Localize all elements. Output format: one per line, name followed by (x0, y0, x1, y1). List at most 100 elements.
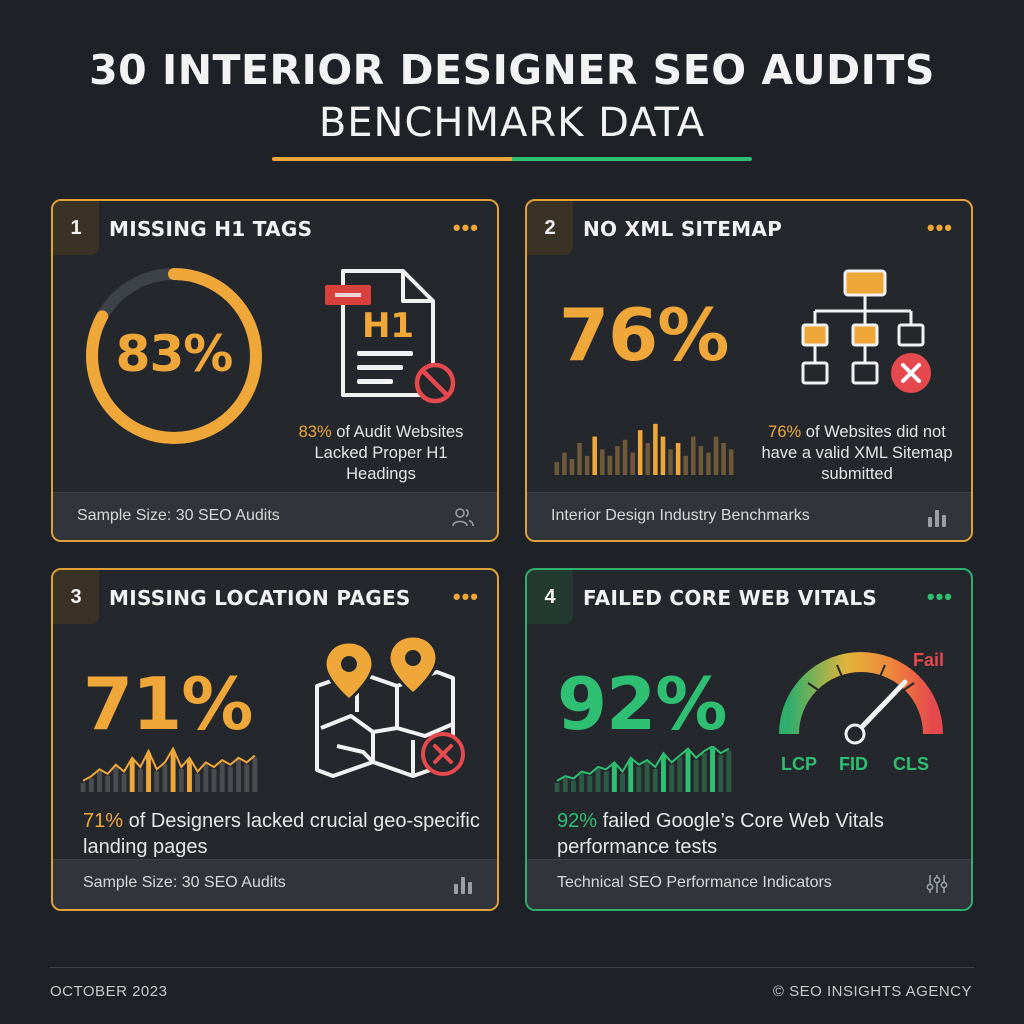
sparkline-bar (615, 446, 620, 475)
sparkline-bar (698, 446, 704, 475)
sparkline-bar (162, 764, 168, 792)
stat-value: 83% (115, 325, 234, 383)
sparkline-bar (644, 762, 650, 792)
sparkline-bar (562, 778, 568, 792)
sparkline-bar (683, 455, 688, 475)
card-number: 4 (527, 570, 573, 624)
page-subtitle: BENCHMARK DATA (318, 100, 706, 146)
sparkline-bar (721, 443, 726, 475)
sparkline-bar (154, 771, 160, 792)
sparkline-bar (219, 762, 225, 792)
card-number: 3 (53, 570, 99, 624)
sparkline-bar (628, 759, 634, 792)
sparkline-bar (620, 773, 625, 792)
sparkline-bar (592, 436, 597, 475)
sparkline-bar (726, 750, 732, 792)
sparkline-bar (554, 462, 560, 475)
bar-chart-icon (454, 877, 472, 894)
footer-text: Sample Size: 30 SEO Audits (83, 874, 286, 891)
sparkline-bar (669, 764, 675, 792)
sparkline-bar (710, 748, 715, 792)
sparkline-bar (105, 775, 111, 792)
sparkline-bar (97, 771, 102, 792)
sparkline-bar (137, 769, 143, 792)
stat-caption: 83% of Audit Websites Lacked Proper H1 H… (298, 423, 464, 483)
sparkline-bar (187, 759, 192, 792)
sparkline-bar (569, 459, 575, 475)
ellipsis-icon[interactable]: ••• (926, 215, 953, 240)
sparkline-bar (728, 449, 734, 475)
sparkline-bar (579, 773, 585, 792)
ellipsis-icon[interactable]: ••• (926, 584, 953, 609)
stat-value: 71% (83, 662, 253, 746)
map-pins-error-icon (315, 636, 465, 778)
sparkline-bar (701, 752, 707, 792)
sparkline-bar (252, 757, 258, 792)
stat-value: 92% (557, 662, 727, 746)
card-header: 2 NO XML SITEMAP ••• (527, 201, 971, 255)
card-title: NO XML SITEMAP (583, 217, 783, 241)
sparkline-line (556, 746, 730, 782)
sparkline-bar (244, 764, 250, 792)
sparkline-bars (554, 423, 734, 475)
ellipsis-icon[interactable]: ••• (452, 584, 479, 609)
sparkline-bar (227, 766, 233, 792)
sparkline-bar (603, 771, 609, 792)
stat-caption: 92% failed Google’s Core Web Vitals perf… (557, 810, 884, 858)
users-icon (452, 508, 474, 527)
card-missing-location-pages: 3 MISSING LOCATION PAGES ••• 71% 71% of … (51, 568, 499, 911)
bar-chart-icon (928, 510, 946, 527)
sparkline-bar (88, 778, 94, 792)
stat-caption: 71% of Designers lacked crucial geo-spec… (83, 810, 480, 858)
card-number: 2 (527, 201, 573, 255)
page-title: 30 INTERIOR DESIGNER SEO AUDITS (89, 46, 935, 94)
sparkline-bar (170, 750, 176, 792)
ellipsis-icon[interactable]: ••• (452, 215, 479, 240)
card-title: MISSING H1 TAGS (109, 217, 313, 241)
speed-gauge-icon (779, 652, 943, 745)
card-missing-h1: 1 MISSING H1 TAGS ••• 83% H1 83% of Audi… (51, 199, 499, 542)
sparkline-bar (113, 766, 119, 792)
card-footer: Technical SEO Performance Indicators (527, 859, 971, 909)
sparkline-bar (211, 769, 217, 792)
metric-lcp: LCP (781, 754, 817, 774)
footer-text: Interior Design Industry Benchmarks (551, 507, 810, 524)
sparkline-bar (587, 775, 593, 792)
sparkline-bar (636, 766, 642, 792)
sparkline-bar (178, 769, 184, 792)
card-header: 1 MISSING H1 TAGS ••• (53, 201, 497, 255)
sparkline-bar (685, 750, 691, 792)
metric-fid: FID (839, 754, 868, 774)
card-header: 4 FAILED CORE WEB VITALS ••• (527, 570, 971, 624)
sparkline-bar (718, 755, 724, 792)
sparkline-bar (577, 443, 582, 475)
sparkline-bar (611, 764, 617, 792)
sparkline-bar (691, 436, 696, 475)
metric-cls: CLS (893, 754, 929, 774)
sparkline-bar (630, 452, 635, 475)
sparkline-bars (554, 746, 732, 792)
card-title: MISSING LOCATION PAGES (109, 586, 411, 610)
sparkline-bar (146, 752, 151, 792)
card-header: 3 MISSING LOCATION PAGES ••• (53, 570, 497, 624)
sparkline-line (82, 746, 256, 782)
sparkline-bar (653, 423, 658, 475)
sparkline-bar (236, 759, 241, 792)
sparkline-bar (660, 436, 666, 475)
copyright: © SEO INSIGHTS AGENCY (772, 983, 972, 1000)
sparkline-bar (668, 449, 673, 475)
sparkline-bar (652, 769, 658, 792)
card-no-xml-sitemap: 2 NO XML SITEMAP ••• 76% 76% of Websites… (525, 199, 973, 542)
progress-ring (86, 268, 262, 444)
sparkline-bar (554, 782, 560, 792)
sparkline-bar (622, 439, 628, 475)
sparkline-bar (562, 452, 567, 475)
sparkline-bar (607, 455, 613, 475)
card-footer: Sample Size: 30 SEO Audits (53, 492, 497, 540)
sparkline-bar (600, 449, 605, 475)
sparkline-bar (661, 755, 666, 792)
sparkline-bar (677, 757, 683, 792)
sparkline-bar (675, 443, 681, 475)
sparkline-bar (203, 764, 209, 792)
h1-label: H1 (362, 306, 414, 346)
